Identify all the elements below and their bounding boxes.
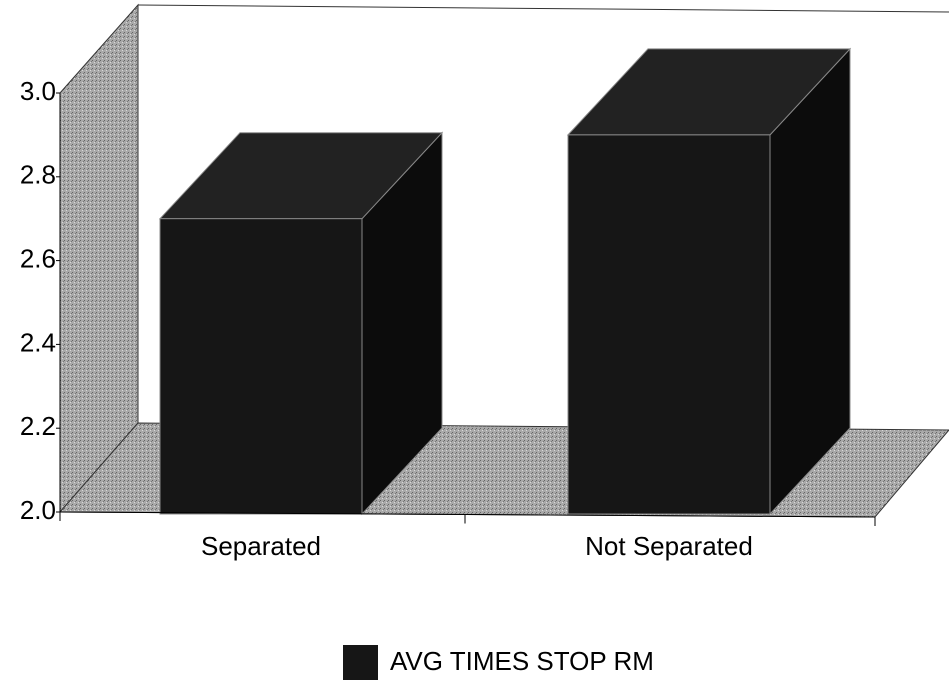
y-tick-label: 2.2	[20, 411, 56, 441]
legend-label: AVG TIMES STOP RM	[390, 646, 654, 676]
y-tick-label: 2.6	[20, 243, 56, 273]
y-tick-label: 2.8	[20, 160, 56, 190]
y-tick-label: 3.0	[20, 76, 56, 106]
bar	[567, 134, 771, 515]
y-tick-label: 2.4	[20, 327, 56, 357]
legend-swatch	[343, 645, 378, 680]
x-axis	[59, 511, 876, 518]
y-tick-label: 2.0	[20, 495, 56, 525]
bar	[159, 218, 363, 515]
back-wall-edge	[137, 4, 949, 13]
x-tick-label: Not Separated	[585, 531, 753, 561]
x-tick-label: Separated	[201, 531, 321, 561]
